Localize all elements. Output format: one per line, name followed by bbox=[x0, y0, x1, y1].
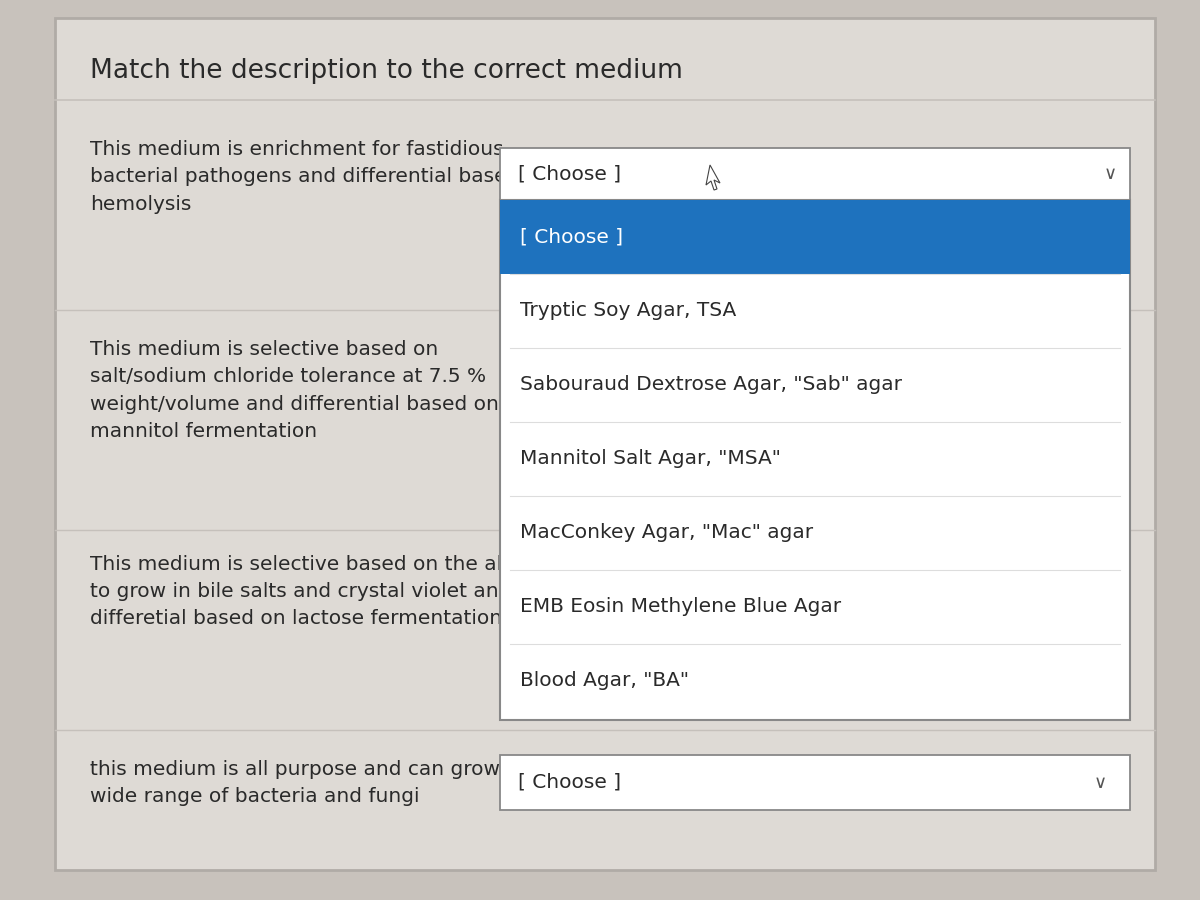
Text: Tryptic Soy Agar, TSA: Tryptic Soy Agar, TSA bbox=[520, 302, 737, 320]
Bar bbox=[500, 200, 1130, 720]
Text: This medium is selective based on the ability
to grow in bile salts and crystal : This medium is selective based on the ab… bbox=[90, 555, 546, 628]
Text: EMB Eosin Methylene Blue Agar: EMB Eosin Methylene Blue Agar bbox=[520, 598, 841, 616]
Text: This medium is selective based on
salt/sodium chloride tolerance at 7.5 %
weight: This medium is selective based on salt/s… bbox=[90, 340, 499, 441]
Text: [ Choose ]: [ Choose ] bbox=[518, 773, 622, 792]
Polygon shape bbox=[706, 165, 720, 190]
Text: Sabouraud Dextrose Agar, "Sab" agar: Sabouraud Dextrose Agar, "Sab" agar bbox=[520, 375, 902, 394]
Text: [ Choose ]: [ Choose ] bbox=[518, 165, 622, 184]
Text: this medium is all purpose and can grow a
wide range of bacteria and fungi: this medium is all purpose and can grow … bbox=[90, 760, 518, 806]
Text: This medium is enrichment for fastidious
bacterial pathogens and differential ba: This medium is enrichment for fastidious… bbox=[90, 140, 551, 213]
Text: [ Choose ]: [ Choose ] bbox=[520, 228, 623, 247]
Text: ∨: ∨ bbox=[1104, 165, 1116, 183]
Bar bbox=[500, 200, 1130, 274]
Text: MacConkey Agar, "Mac" agar: MacConkey Agar, "Mac" agar bbox=[520, 524, 814, 543]
Bar bbox=[500, 148, 1130, 200]
Text: Mannitol Salt Agar, "MSA": Mannitol Salt Agar, "MSA" bbox=[520, 449, 781, 469]
Text: Blood Agar, "BA": Blood Agar, "BA" bbox=[520, 671, 689, 690]
Text: Match the description to the correct medium: Match the description to the correct med… bbox=[90, 58, 683, 84]
Text: ∨: ∨ bbox=[1093, 773, 1106, 791]
Bar bbox=[500, 755, 1130, 810]
